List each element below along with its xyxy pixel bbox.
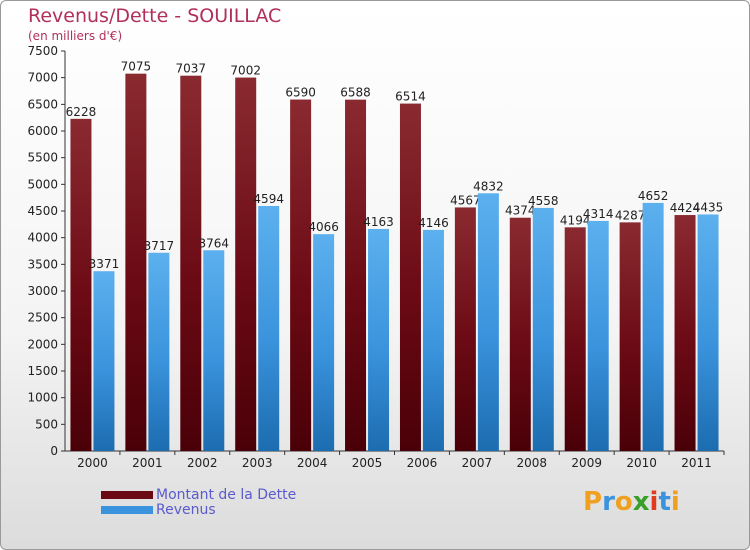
y-tick-label: 3500 bbox=[27, 257, 58, 271]
logo-letter: t bbox=[658, 487, 671, 517]
y-tick-label: 4500 bbox=[27, 204, 58, 218]
bar-revenue bbox=[368, 228, 390, 451]
x-tick-label: 2008 bbox=[517, 456, 548, 470]
bar-revenue bbox=[313, 234, 335, 451]
data-label-revenue: 4163 bbox=[363, 215, 394, 229]
logo-letter: i bbox=[649, 487, 659, 517]
logo-letter: x bbox=[632, 487, 650, 517]
y-tick-label: 7500 bbox=[27, 44, 58, 58]
bar-revenue bbox=[587, 220, 609, 451]
data-label-debt: 7037 bbox=[176, 62, 207, 76]
legend-item-debt: Montant de la Dette bbox=[101, 487, 296, 503]
bar-debt bbox=[180, 75, 202, 452]
data-label-revenue: 4435 bbox=[693, 200, 724, 214]
bar-revenue bbox=[477, 193, 499, 451]
data-label-debt: 6228 bbox=[66, 105, 97, 119]
x-tick-label: 2010 bbox=[626, 456, 657, 470]
data-label-revenue: 3764 bbox=[199, 236, 230, 250]
x-tick-label: 2006 bbox=[407, 456, 438, 470]
x-tick-label: 2002 bbox=[187, 456, 218, 470]
bar-debt bbox=[290, 99, 312, 452]
y-tick-label: 6500 bbox=[27, 97, 58, 111]
y-tick-label: 3000 bbox=[27, 284, 58, 298]
data-label-revenue: 4146 bbox=[418, 216, 449, 230]
y-tick-label: 7000 bbox=[27, 71, 58, 85]
chart-subtitle: (en milliers d'€) bbox=[28, 29, 123, 43]
y-tick-label: 2000 bbox=[27, 337, 58, 351]
x-tick-label: 2007 bbox=[462, 456, 493, 470]
data-label-revenue: 3717 bbox=[144, 239, 175, 253]
data-label-revenue: 4652 bbox=[638, 189, 669, 203]
bar-debt bbox=[674, 215, 696, 451]
x-tick-label: 2004 bbox=[297, 456, 328, 470]
bar-debt bbox=[399, 103, 421, 451]
y-tick-label: 5500 bbox=[27, 151, 58, 165]
bar-revenue bbox=[642, 202, 664, 451]
logo-letter: i bbox=[670, 487, 680, 517]
data-label-debt: 4374 bbox=[505, 204, 536, 218]
x-tick-label: 2005 bbox=[352, 456, 383, 470]
x-tick-label: 2009 bbox=[571, 456, 602, 470]
data-label-debt: 4287 bbox=[615, 208, 646, 222]
x-tick-label: 2001 bbox=[132, 456, 163, 470]
bar-debt bbox=[454, 207, 476, 451]
bar-revenue bbox=[203, 250, 225, 451]
y-tick-label: 500 bbox=[35, 417, 58, 431]
bar-revenue bbox=[148, 252, 170, 451]
bar-revenue bbox=[532, 207, 554, 451]
bar-revenue bbox=[93, 271, 115, 451]
bar-debt bbox=[619, 222, 641, 451]
data-label-revenue: 4558 bbox=[528, 194, 559, 208]
data-label-revenue: 4066 bbox=[308, 220, 339, 234]
x-tick-label: 2011 bbox=[681, 456, 712, 470]
legend-swatch-revenue bbox=[101, 506, 153, 514]
data-label-debt: 7002 bbox=[230, 64, 261, 78]
y-tick-label: 2500 bbox=[27, 311, 58, 325]
data-label-revenue: 3371 bbox=[89, 257, 120, 271]
data-label-revenue: 4314 bbox=[583, 207, 614, 221]
chart-title: Revenus/Dette - SOUILLAC bbox=[28, 5, 282, 27]
legend-swatch-debt bbox=[101, 491, 153, 499]
legend-item-revenue: Revenus bbox=[101, 502, 216, 518]
bar-revenue bbox=[422, 229, 444, 451]
bar-debt bbox=[564, 227, 586, 451]
bar-debt bbox=[125, 73, 147, 452]
x-tick-label: 2000 bbox=[77, 456, 108, 470]
logo-letter: o bbox=[614, 487, 633, 517]
data-label-revenue: 4832 bbox=[473, 179, 504, 193]
data-label-debt: 6514 bbox=[395, 90, 426, 104]
data-label-debt: 6590 bbox=[285, 86, 316, 100]
bar-revenue bbox=[697, 214, 719, 451]
bar-debt bbox=[70, 118, 92, 451]
data-label-debt: 4424 bbox=[670, 201, 701, 215]
y-tick-label: 4000 bbox=[27, 231, 58, 245]
bar-debt bbox=[345, 99, 367, 451]
proxiti-logo: Proxiti bbox=[583, 487, 680, 517]
bar-revenue bbox=[258, 205, 280, 451]
y-tick-label: 1500 bbox=[27, 364, 58, 378]
data-label-debt: 4194 bbox=[560, 213, 591, 227]
y-tick-label: 5000 bbox=[27, 177, 58, 191]
bar-debt bbox=[509, 217, 531, 451]
bar-debt bbox=[235, 77, 257, 451]
y-tick-label: 1000 bbox=[27, 391, 58, 405]
y-tick-label: 0 bbox=[50, 444, 58, 458]
logo-letter: r bbox=[602, 487, 615, 517]
x-tick-label: 2003 bbox=[242, 456, 273, 470]
data-label-revenue: 4594 bbox=[253, 192, 284, 206]
data-label-debt: 6588 bbox=[340, 86, 371, 100]
y-tick-label: 6000 bbox=[27, 124, 58, 138]
data-label-debt: 4567 bbox=[450, 193, 481, 207]
legend-label-revenue: Revenus bbox=[156, 502, 216, 518]
legend-label-debt: Montant de la Dette bbox=[156, 487, 297, 503]
data-label-debt: 7075 bbox=[121, 60, 152, 74]
logo-letter: P bbox=[583, 487, 603, 517]
